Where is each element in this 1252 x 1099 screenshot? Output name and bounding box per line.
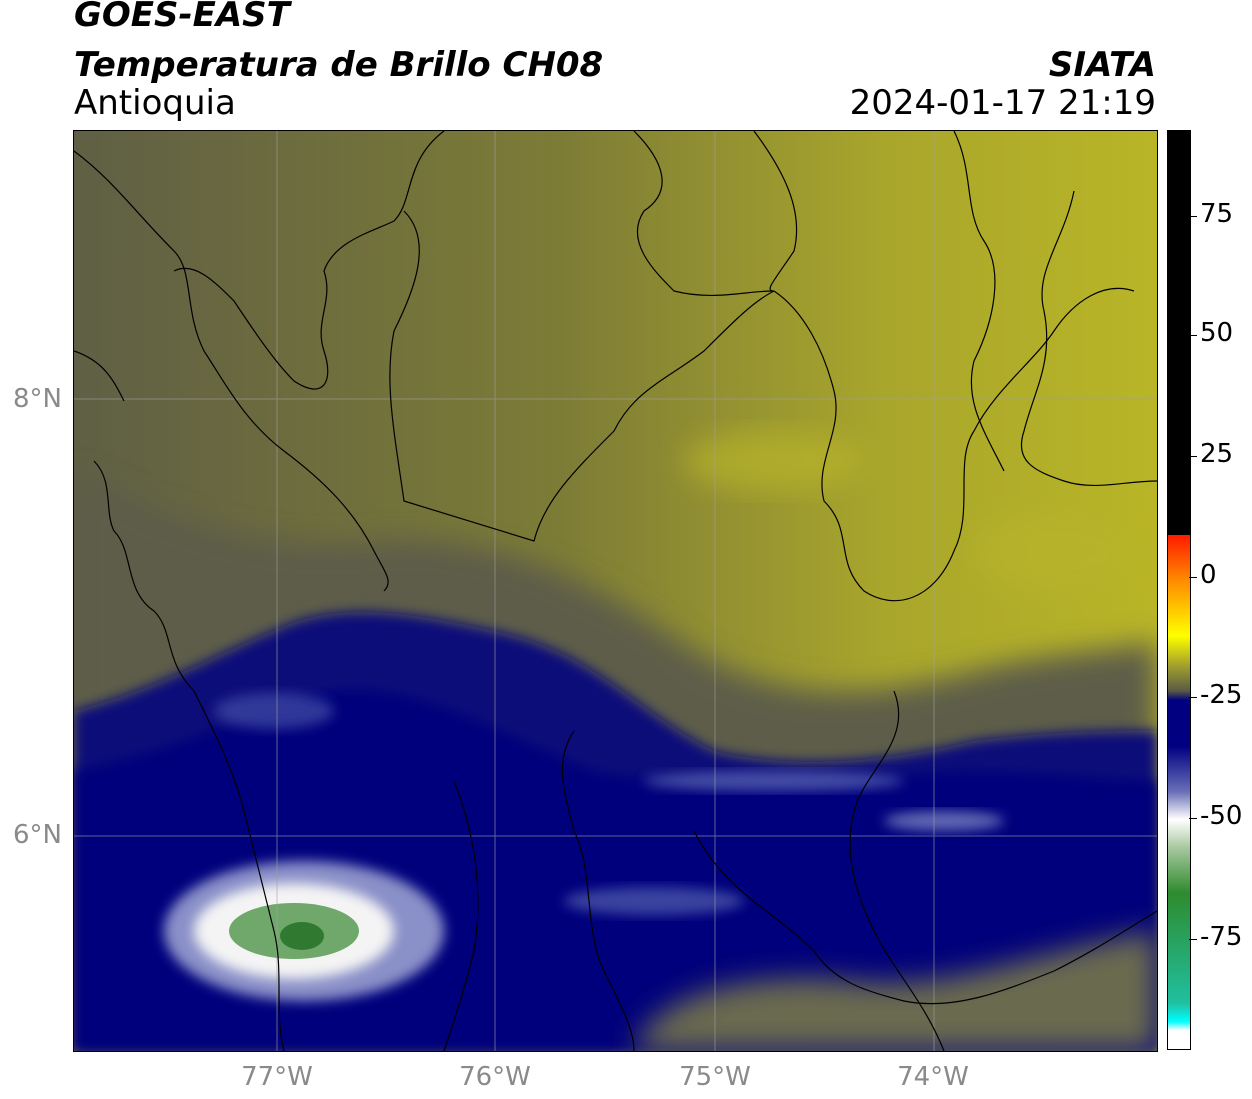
colorbar-tick <box>1189 335 1197 336</box>
colorbar-label-0: 0 <box>1200 560 1217 590</box>
lat-label-8N: 8°N <box>13 384 62 414</box>
cloud-streak <box>564 887 744 915</box>
colorbar-label-50: 50 <box>1200 318 1234 348</box>
state-boundary-north <box>389 210 775 542</box>
cloud-streak <box>214 693 334 729</box>
coastline-west <box>74 350 195 692</box>
region-label: Antioquia <box>74 83 236 123</box>
gulf-coast <box>173 131 445 390</box>
lon-label-74W: 74°W <box>897 1062 969 1092</box>
colorbar-label-minus75: -75 <box>1200 922 1243 952</box>
convective-core-darkgreen <box>280 922 324 950</box>
timestamp-label: 2024-01-17 21:19 <box>849 83 1156 123</box>
colorbar-tick <box>1189 939 1197 940</box>
cloud-streak <box>884 811 1004 831</box>
colorbar-label-minus50: -50 <box>1200 801 1243 831</box>
colorbar-tick <box>1189 216 1197 217</box>
lat-label-6N: 6°N <box>13 820 62 850</box>
map-plot-area[interactable] <box>73 130 1158 1052</box>
state-boundary-east <box>773 287 1135 602</box>
state-boundary-northeast <box>633 131 1005 472</box>
lon-label-76W: 76°W <box>459 1062 531 1092</box>
lower-right-warm-patch <box>634 931 1157 1051</box>
state-boundary-south <box>443 730 635 1051</box>
colorbar-label-25: 25 <box>1200 439 1234 469</box>
state-boundary-central <box>849 690 945 1051</box>
gridlines <box>74 131 1157 1051</box>
colorbar-label-minus25: -25 <box>1200 680 1243 710</box>
boundaries <box>74 131 1157 1051</box>
title-product: Temperatura de Brillo CH08 <box>74 45 604 85</box>
colorbar-tick <box>1189 818 1197 819</box>
brightness-temperature-map <box>74 131 1157 1051</box>
warm-patch <box>684 431 864 491</box>
title-satellite: GOES-EAST <box>74 0 290 35</box>
colorbar-tick <box>1189 456 1197 457</box>
colorbar-tick <box>1189 577 1197 578</box>
coastline <box>74 150 389 592</box>
lon-label-77W: 77°W <box>241 1062 313 1092</box>
colorbar <box>1167 130 1191 1050</box>
colorbar-label-75: 75 <box>1200 199 1234 229</box>
state-boundary-far-east <box>1020 190 1157 487</box>
lon-label-75W: 75°W <box>679 1062 751 1092</box>
cloud-streak <box>644 771 904 791</box>
warm-patch <box>974 511 1134 591</box>
state-boundary-west <box>193 690 285 1051</box>
colorbar-tick <box>1189 697 1197 698</box>
organization-label: SIATA <box>1048 45 1156 85</box>
state-boundary-southeast <box>693 830 1157 1005</box>
